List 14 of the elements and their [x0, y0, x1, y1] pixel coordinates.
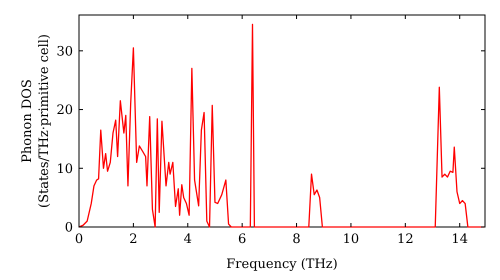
x-tick-label: 2 — [129, 232, 138, 247]
y-tick-label: 20 — [56, 103, 73, 118]
x-axis-title: Frequency (THz) — [226, 257, 338, 272]
x-tick-label: 6 — [238, 232, 246, 247]
x-tick-label: 10 — [342, 232, 360, 247]
y-axis-title: Phonon DOS (States/THz·primitive cell) — [20, 34, 52, 208]
x-tick-label: 12 — [397, 232, 414, 247]
x-tick-label: 4 — [184, 232, 192, 247]
x-tick-label: 8 — [292, 232, 301, 247]
y-tick-label: 10 — [56, 162, 73, 177]
x-tick-label: 14 — [451, 232, 468, 247]
x-tick-label: 0 — [74, 232, 84, 247]
y-tick-label: 0 — [64, 220, 73, 236]
y-tick-label: 30 — [56, 44, 73, 60]
